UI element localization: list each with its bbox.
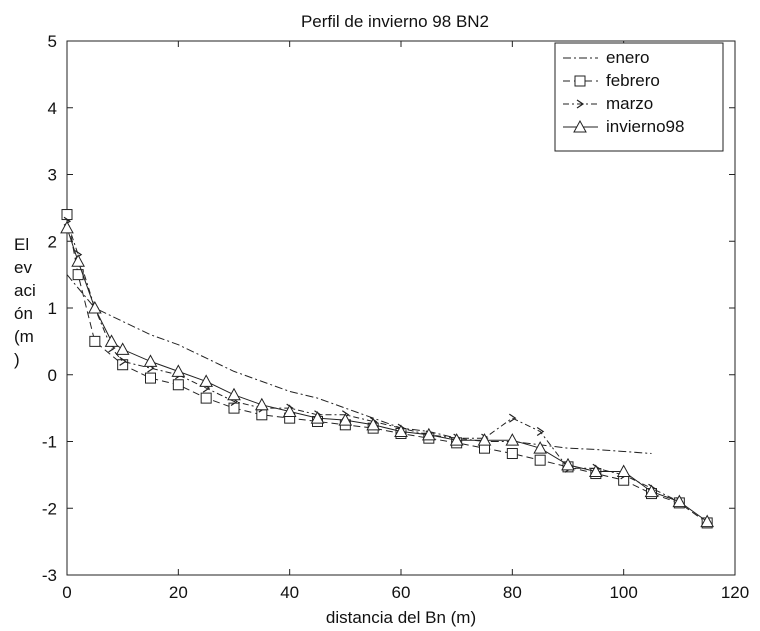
series-layer [60, 209, 715, 529]
data-point-arrow [509, 413, 517, 423]
data-point-triangle [171, 364, 186, 377]
data-point-triangle [254, 397, 269, 411]
data-point-triangle [533, 441, 548, 454]
y-tick-label: 4 [48, 99, 57, 118]
data-point-triangle [115, 342, 130, 355]
x-tick-label: 40 [280, 583, 299, 602]
data-point-arrow [536, 426, 545, 436]
data-point-triangle [573, 119, 587, 133]
data-point-triangle [421, 427, 436, 441]
y-tick-label: 1 [48, 299, 57, 318]
data-point-triangle [394, 424, 408, 437]
x-tick-label: 80 [503, 583, 522, 602]
x-axis: 0 20 40 60 80 100 120 [62, 41, 749, 602]
data-point-triangle [700, 514, 715, 528]
legend-label: marzo [606, 94, 653, 113]
x-tick-label: 20 [169, 583, 188, 602]
data-point-triangle [505, 433, 520, 446]
legend-label: invierno98 [606, 117, 684, 136]
data-point-triangle [366, 417, 381, 431]
y-tick-label: -3 [42, 566, 57, 585]
y-axis-label-line: El [14, 235, 29, 254]
data-point-triangle [616, 464, 631, 478]
data-point-triangle [561, 457, 575, 471]
x-tick-label: 0 [62, 583, 71, 602]
y-axis-label-line: ón [14, 304, 33, 323]
y-axis-label-line: (m [14, 327, 34, 346]
data-point-square [89, 335, 101, 347]
y-tick-label: -1 [42, 433, 57, 452]
data-point-square [61, 209, 73, 221]
data-point-triangle [227, 387, 241, 401]
y-axis-label-line: ) [14, 350, 20, 369]
y-tick-label: 3 [48, 166, 57, 185]
data-point-triangle [282, 404, 297, 417]
data-point-arrow [576, 99, 585, 109]
data-point-arrow [119, 356, 127, 366]
data-point-square [534, 454, 546, 466]
y-tick-label: 0 [48, 366, 57, 385]
data-point-triangle [310, 411, 325, 424]
data-point-triangle [104, 334, 119, 347]
data-point-square [256, 409, 268, 421]
data-point-square [145, 372, 156, 384]
data-point-triangle [87, 300, 102, 314]
data-point-triangle [672, 494, 687, 508]
legend: enero febrero marzo invierno98 [554, 42, 724, 152]
data-point-triangle [60, 220, 74, 234]
y-axis-label: El ev aci ón (m) [14, 235, 36, 369]
x-axis-label: distancia del Bn (m) [326, 608, 476, 627]
legend-box [554, 42, 724, 152]
series-line [66, 214, 708, 524]
data-point-square [200, 392, 212, 404]
legend-label: enero [606, 48, 649, 67]
y-axis-label-line: ev [14, 258, 32, 277]
data-point-triangle [644, 484, 659, 498]
series-line [66, 227, 708, 523]
data-point-square [506, 448, 518, 460]
data-point-triangle [199, 374, 214, 387]
chart-title: Perfil de invierno 98 BN2 [301, 12, 489, 31]
data-point-triangle [71, 254, 85, 267]
x-tick-label: 100 [609, 583, 637, 602]
y-tick-label: 5 [48, 32, 57, 51]
x-tick-label: 120 [721, 583, 749, 602]
data-point-square [172, 379, 184, 391]
data-point-triangle [338, 413, 353, 426]
series-line [66, 221, 680, 503]
data-point-triangle [143, 354, 158, 367]
y-tick-label: 2 [48, 232, 57, 251]
data-point-square [228, 402, 240, 414]
data-point-square [574, 75, 586, 87]
legend-label: febrero [606, 71, 660, 90]
data-point-triangle [588, 464, 603, 478]
data-point-triangle [449, 433, 464, 446]
y-axis: -3 -2 -1 0 1 2 3 4 5 [42, 32, 735, 585]
data-point-triangle [477, 433, 492, 446]
x-tick-label: 60 [392, 583, 411, 602]
y-tick-label: -2 [42, 499, 57, 518]
y-axis-label-line: aci [14, 281, 36, 300]
